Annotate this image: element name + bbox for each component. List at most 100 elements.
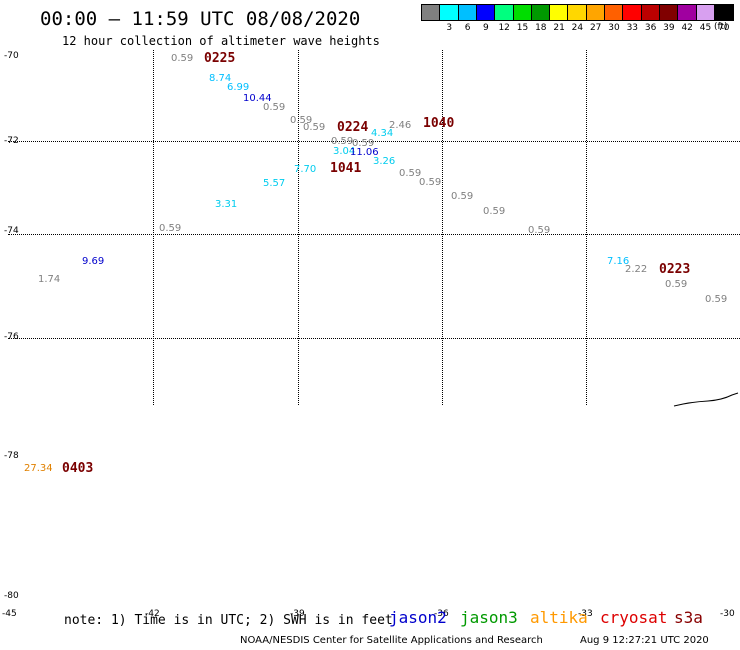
wave-height-reading: 9.69 — [82, 256, 105, 267]
color-scale-label: 9 — [483, 23, 489, 33]
color-scale-label: 45 — [699, 23, 712, 33]
satellite-legend-jason2: jason2 — [389, 608, 447, 627]
color-scale-swatch — [439, 4, 460, 21]
satellite-legend-altika: altika — [530, 608, 588, 627]
color-scale-swatch — [530, 4, 551, 21]
color-scale-label: 15 — [516, 23, 529, 33]
footer-timestamp: Aug 9 12:27:21 UTC 2020 — [580, 635, 709, 646]
color-scale-legend: 3 6 9 12 15 18 21 24 27 30 33 36 39 42 45 70 — [421, 0, 740, 40]
wave-height-reading: 2.22 — [625, 264, 648, 275]
lat-label: -78 — [4, 451, 19, 461]
color-scale-label: 12 — [498, 23, 510, 33]
lon-label: -30 — [720, 609, 735, 619]
color-scale-label: 24 — [571, 23, 584, 33]
wave-height-reading: 0.59 — [159, 223, 182, 234]
color-scale-swatch — [475, 4, 496, 21]
units-note: note: 1) Time is in UTC; 2) SWH is in fe… — [64, 613, 393, 628]
lat-label: -70 — [4, 51, 19, 61]
grid-line-lon-3 — [442, 50, 443, 405]
lon-label: -36 — [434, 609, 449, 619]
color-scale-label: 33 — [626, 23, 639, 33]
wave-height-reading: 0.59 — [528, 225, 551, 236]
wave-height-reading: 27.34 — [24, 463, 53, 474]
wave-height-reading: 2.46 — [389, 120, 412, 131]
pass-label: 0224 — [337, 120, 369, 135]
wave-height-reading: 11.06 — [350, 147, 379, 158]
grid-line-lat-76 — [8, 338, 740, 339]
wave-height-reading: 4.34 — [371, 128, 394, 139]
wave-height-reading: 0.59 — [451, 191, 474, 202]
wave-height-reading: 0.59 — [419, 177, 442, 188]
color-scale-swatch — [658, 4, 679, 21]
wave-height-reading: 0.59 — [171, 53, 194, 64]
color-scale-label: 6 — [464, 23, 471, 33]
satellite-legend-cryosat: cryosat — [600, 608, 668, 627]
wave-height-reading: 8.74 — [209, 73, 232, 84]
pass-label: 1040 — [423, 116, 455, 131]
pass-label: 0403 — [62, 461, 94, 476]
wave-height-reading: 3.31 — [215, 199, 238, 210]
map-title: 00:00 – 11:59 UTC 08/08/2020 — [40, 8, 361, 30]
color-scale-swatch — [604, 4, 624, 21]
lon-label: -45 — [2, 609, 17, 619]
color-scale-label: 30 — [608, 23, 620, 33]
grid-line-lon-1 — [153, 50, 154, 405]
wave-height-reading: 0.59 — [705, 294, 728, 305]
wave-height-reading: 6.99 — [227, 82, 250, 93]
color-scale-swatch — [622, 4, 643, 21]
grid-line-lat-74 — [8, 234, 740, 235]
color-scale-label: 36 — [644, 23, 657, 33]
color-scale-swatch — [713, 4, 734, 21]
color-scale-label: 27 — [589, 23, 602, 33]
color-scale-label: 39 — [663, 23, 675, 33]
satellite-legend-jason3: jason3 — [460, 608, 518, 627]
color-scale-swatch — [640, 4, 661, 21]
color-scale-unit: (ft) — [714, 22, 728, 32]
color-scale-swatch — [567, 4, 588, 21]
wave-height-reading: 3.04 — [333, 146, 356, 157]
wave-height-reading: 0.59 — [483, 206, 506, 217]
wave-height-reading: 7.16 — [607, 256, 630, 267]
lat-label: -72 — [4, 136, 19, 146]
color-scale-label: 42 — [681, 23, 693, 33]
wave-height-reading: 3.26 — [373, 156, 396, 167]
wave-height-reading: 1.74 — [38, 274, 61, 285]
color-scale-swatch — [421, 4, 441, 21]
wave-height-reading: 0.59 — [303, 122, 326, 133]
lat-label: -74 — [4, 226, 19, 236]
grid-line-lat-72 — [8, 141, 740, 142]
lon-label: -33 — [578, 609, 593, 619]
lon-label: -42 — [145, 609, 160, 619]
wave-height-reading: 0.59 — [399, 168, 422, 179]
pass-label: 0225 — [204, 51, 236, 66]
lat-label: -76 — [4, 332, 19, 342]
color-scale-label: 18 — [535, 23, 547, 33]
wave-height-reading: 10.44 — [243, 93, 272, 104]
color-scale-label: 3 — [446, 23, 453, 33]
wave-height-reading: 0.59 — [263, 102, 286, 113]
color-scale-swatch — [549, 4, 570, 21]
coastline-outline — [673, 392, 739, 407]
satellite-legend-s3a: s3a — [674, 608, 703, 627]
color-scale-swatch — [695, 4, 716, 21]
color-scale-label: 70 — [718, 23, 730, 33]
pass-label: 1041 — [330, 161, 362, 176]
color-scale-swatch — [457, 4, 478, 21]
wave-height-reading: 0.59 — [331, 136, 354, 147]
wave-height-reading: 0.59 — [352, 138, 375, 149]
wave-height-reading: 0.59 — [665, 279, 688, 290]
wave-height-reading: 7.70 — [294, 164, 317, 175]
color-scale-swatch — [677, 4, 698, 21]
lon-label: -39 — [290, 609, 305, 619]
color-scale-swatch — [512, 4, 533, 21]
map-subtitle: 12 hour collection of altimeter wave hei… — [62, 34, 380, 48]
wave-height-reading: 0.59 — [290, 115, 313, 126]
lat-label: -80 — [4, 591, 19, 601]
grid-line-lon-2 — [298, 50, 299, 405]
color-scale-swatch — [494, 4, 515, 21]
color-scale-label: 21 — [553, 23, 565, 33]
footer-credit: NOAA/NESDIS Center for Satellite Applica… — [240, 635, 543, 646]
color-scale-swatch — [585, 4, 606, 21]
grid-line-lon-4 — [586, 50, 587, 405]
pass-label: 0223 — [659, 262, 691, 277]
